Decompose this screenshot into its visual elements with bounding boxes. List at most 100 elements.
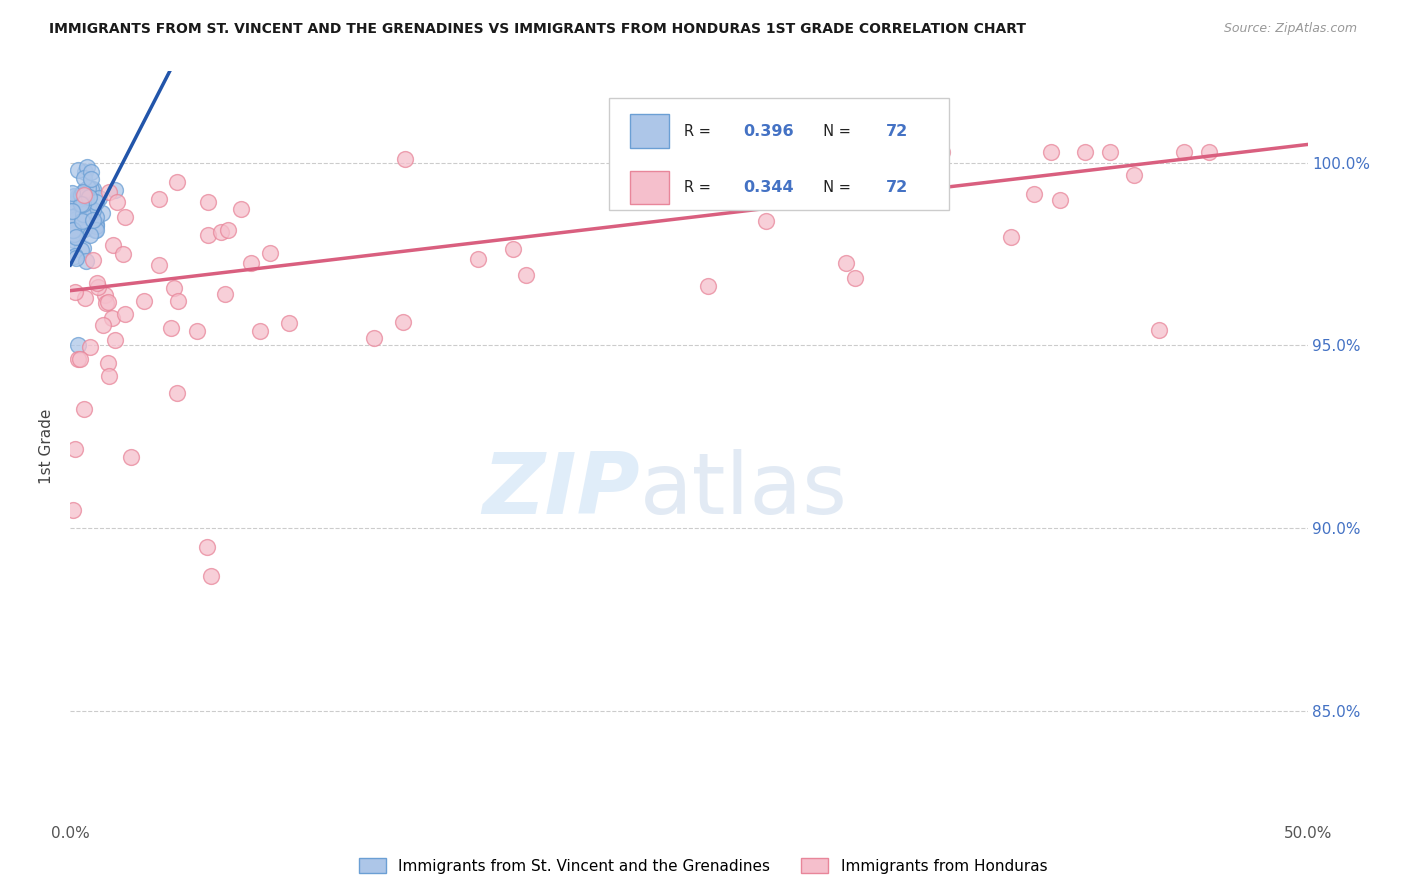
- Point: [65, 212, 87, 227]
- Point: [60, 227, 83, 242]
- Point: [931, 145, 953, 159]
- Point: [80, 182, 103, 196]
- Point: [84, 223, 107, 237]
- Point: [62, 223, 84, 237]
- Point: [1022, 187, 1045, 202]
- FancyBboxPatch shape: [609, 97, 949, 210]
- Point: [278, 316, 301, 330]
- Point: [1039, 145, 1062, 159]
- Point: [72, 213, 94, 227]
- Point: [72, 196, 94, 211]
- Point: [79, 200, 101, 214]
- Point: [918, 150, 941, 164]
- Point: [200, 568, 222, 582]
- Point: [1123, 168, 1146, 182]
- Point: [63, 189, 86, 203]
- Point: [86, 217, 108, 231]
- Point: [120, 450, 142, 465]
- FancyBboxPatch shape: [630, 170, 669, 204]
- Point: [75, 190, 97, 204]
- Point: [114, 210, 136, 224]
- Point: [67, 189, 90, 203]
- Y-axis label: 1st Grade: 1st Grade: [39, 409, 55, 483]
- Point: [72, 186, 94, 200]
- Point: [66, 188, 89, 202]
- Text: N =: N =: [814, 180, 855, 195]
- Point: [105, 194, 128, 209]
- Point: [65, 229, 87, 244]
- Point: [515, 268, 537, 282]
- Point: [63, 248, 86, 262]
- Text: R =: R =: [683, 124, 716, 139]
- Point: [195, 540, 218, 554]
- Text: 0.396: 0.396: [744, 124, 794, 139]
- Point: [75, 189, 97, 203]
- Point: [217, 223, 239, 237]
- Point: [80, 165, 103, 179]
- Point: [72, 207, 94, 221]
- Point: [1198, 145, 1220, 159]
- Point: [84, 219, 107, 233]
- Point: [62, 503, 84, 517]
- Point: [84, 210, 107, 224]
- Point: [86, 280, 108, 294]
- Point: [72, 241, 94, 255]
- Point: [86, 276, 108, 290]
- Point: [62, 197, 84, 211]
- Point: [103, 238, 125, 252]
- Text: IMMIGRANTS FROM ST. VINCENT AND THE GRENADINES VS IMMIGRANTS FROM HONDURAS 1ST G: IMMIGRANTS FROM ST. VINCENT AND THE GREN…: [49, 22, 1026, 37]
- Point: [80, 172, 103, 186]
- Point: [97, 294, 120, 309]
- Point: [65, 442, 87, 457]
- Point: [62, 236, 84, 251]
- Point: [79, 228, 101, 243]
- Point: [73, 222, 96, 236]
- Point: [755, 214, 778, 228]
- Point: [392, 315, 415, 329]
- Point: [148, 192, 170, 206]
- Point: [94, 288, 117, 302]
- Point: [66, 213, 89, 227]
- Point: [60, 226, 83, 240]
- Point: [73, 165, 96, 179]
- Point: [62, 223, 84, 237]
- Point: [75, 209, 97, 223]
- Point: [63, 233, 86, 247]
- Point: [66, 209, 89, 223]
- Point: [197, 227, 219, 242]
- Point: [75, 254, 97, 268]
- Point: [63, 285, 86, 299]
- Point: [197, 194, 219, 209]
- Point: [104, 183, 127, 197]
- Point: [1147, 323, 1170, 337]
- Point: [132, 293, 155, 308]
- Point: [60, 186, 83, 200]
- Point: [60, 211, 83, 225]
- Text: Source: ZipAtlas.com: Source: ZipAtlas.com: [1223, 22, 1357, 36]
- Point: [1049, 193, 1071, 207]
- Text: 72: 72: [886, 124, 908, 139]
- Point: [1000, 229, 1022, 244]
- Point: [75, 194, 97, 209]
- Point: [66, 338, 89, 352]
- Point: [167, 293, 190, 308]
- Text: R =: R =: [683, 180, 716, 195]
- Point: [363, 331, 385, 345]
- Point: [249, 325, 271, 339]
- Point: [111, 246, 134, 260]
- Point: [75, 192, 97, 206]
- Point: [69, 352, 91, 367]
- Point: [229, 202, 252, 216]
- Point: [75, 183, 97, 197]
- Point: [897, 157, 920, 171]
- Point: [114, 306, 136, 320]
- Point: [84, 194, 107, 209]
- Point: [60, 203, 83, 218]
- Point: [240, 256, 263, 270]
- Point: [915, 145, 938, 159]
- Point: [72, 199, 94, 213]
- Point: [73, 402, 96, 417]
- Point: [70, 187, 93, 202]
- Point: [394, 153, 416, 167]
- Point: [148, 258, 170, 272]
